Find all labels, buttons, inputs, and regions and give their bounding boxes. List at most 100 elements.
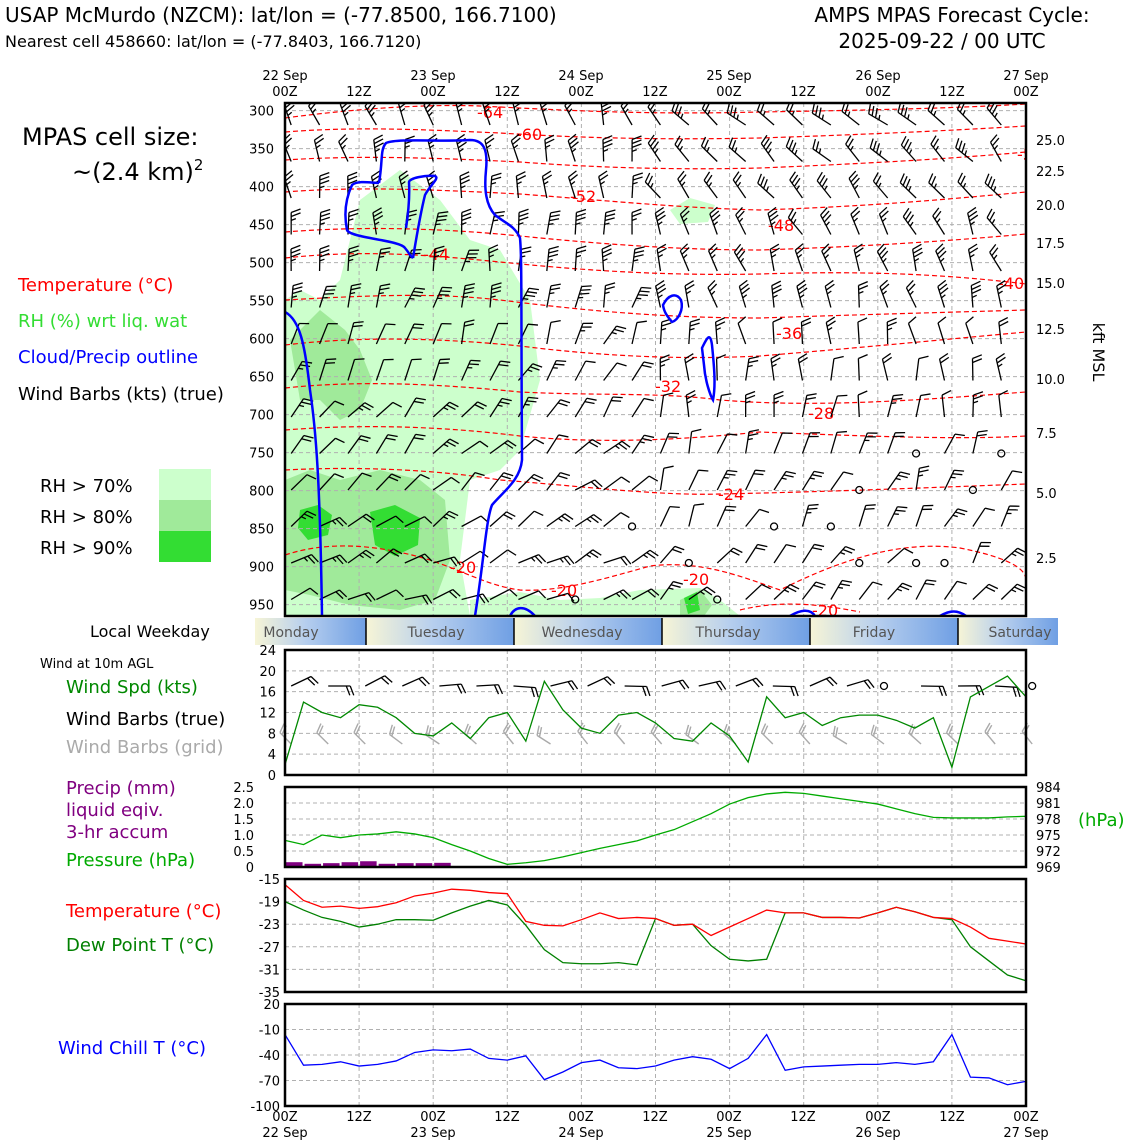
temperature-labels: -64 -60 -56 -52 -48 -44 -40 -36 -32 -28 … [423, 103, 1026, 616]
wind-barb-flag [961, 142, 966, 153]
wind-barb-flag [763, 138, 770, 148]
wind-barb [432, 476, 452, 491]
wind-barb-flag [301, 438, 312, 442]
wind-barb-flag [290, 248, 301, 254]
wind-barb-flag [513, 103, 522, 109]
wind-barb-flag [579, 292, 590, 295]
wind-barb [631, 475, 650, 491]
wind-barb-flag [679, 206, 689, 215]
wind-barb-flag [557, 402, 568, 407]
wind-barb-flag [656, 243, 667, 250]
wind-barb-flag [591, 438, 602, 445]
wind-barb-flag [631, 208, 642, 214]
wind-barb-flag [769, 214, 779, 222]
wind-barb-flag [986, 208, 993, 219]
wind-barb-flag [368, 104, 376, 114]
wind-barb-flag [903, 547, 914, 554]
wind-barb-flag [518, 208, 529, 214]
precip-bar [360, 861, 377, 867]
wind-barb-flag [913, 251, 923, 258]
wind-barb-flag [445, 513, 456, 519]
wind-barb-flag [657, 221, 663, 226]
legend-precip-sub2: 3-hr accum [66, 822, 168, 843]
surface-barb-flag [678, 680, 686, 690]
wind-barb-flag [550, 319, 561, 324]
wind-barb-flag [624, 555, 632, 565]
wind-barb-flag [734, 174, 742, 184]
wind-barb-flag [900, 471, 911, 476]
grid-barb-flag [355, 725, 361, 736]
wind-barb-flag [815, 141, 820, 152]
wind-barb-flag [685, 357, 695, 364]
wind-barb-flag [952, 473, 963, 476]
wind-barb-flag [871, 105, 875, 116]
surface-barb-flag [571, 680, 579, 690]
cross-section-frame [283, 101, 1028, 618]
wind-barb-flag [733, 107, 737, 118]
wind-barb-flag [858, 281, 868, 287]
wind-barb-flag [761, 583, 771, 590]
calm-circle [879, 681, 889, 691]
wind-barb-flag [319, 258, 325, 262]
height-tick: 7.5 [1036, 427, 1057, 442]
wind-barb-flag [794, 243, 804, 251]
wind-barb-flag [684, 353, 694, 360]
wind-barb-flag [1014, 550, 1024, 557]
wind-barb-flag [534, 555, 543, 564]
wind-barb-flag [705, 174, 713, 184]
precip-bar [341, 862, 359, 867]
wind-barb-flag [887, 327, 893, 331]
pressure-tick: 500 [249, 257, 274, 272]
bottom-time-axis: 00Z 12Z 00Z 12Z 00Z 12Z 00Z 12Z 00Z 12Z … [262, 1110, 1048, 1140]
wind-barb-flag [997, 283, 1007, 291]
calm-circle [826, 522, 836, 531]
wind-barb-flag [864, 507, 875, 510]
hour-label: 00Z [865, 1110, 891, 1125]
wind-barb-flag [619, 591, 628, 599]
wind-barb [716, 433, 728, 454]
wind-barb-flag [987, 176, 993, 186]
grid-barb-flag [504, 724, 511, 735]
wind-barb-flag [811, 474, 822, 478]
hour-label: 00Z [272, 85, 298, 100]
wind-barb-flag [647, 590, 656, 598]
wind-barb-flag [733, 243, 742, 253]
surface-barb-flag [349, 685, 355, 696]
grid-barb-flag [578, 724, 586, 735]
wind-barb-flag [286, 180, 291, 186]
wind-barb-flag [824, 185, 828, 191]
wind-barb-flag [875, 143, 881, 154]
wind-barb-flag [448, 510, 459, 517]
wind-barb-flag [902, 207, 910, 217]
temp-contour [285, 331, 1026, 359]
wind-barb-flag [602, 248, 612, 254]
height-tick: 25.0 [1036, 134, 1065, 149]
wind-barb-flag [464, 283, 476, 287]
wind-speed-line [284, 675, 1027, 770]
wind-y-tick: 8 [268, 727, 276, 742]
grid-barb-flag [872, 726, 877, 737]
wind-barb-flag [362, 515, 372, 523]
wind-barb-flag [652, 141, 660, 151]
precip-frame [283, 785, 1028, 869]
wind-barb-flag [712, 214, 721, 222]
wind-barb-flag [798, 356, 808, 364]
wind-barb-flag [748, 356, 759, 360]
precip-bar [323, 863, 340, 867]
wind-barb-flag [420, 473, 430, 480]
wind-barb-flag [429, 144, 435, 149]
wind-barb-flag [957, 172, 964, 183]
cell-size-value: ~(2.4 km)2 [72, 156, 203, 186]
wind-barb-flag [887, 321, 897, 327]
wind-barb-flag [663, 465, 674, 469]
wind-barb-flag [350, 287, 361, 291]
precip-y-tick: 2.5 [233, 781, 254, 796]
wind-barb-flag [285, 174, 294, 182]
wind-barb-flag [395, 515, 404, 524]
wind-barb-flag [569, 174, 579, 182]
wind-barb-flag [461, 208, 472, 214]
wind-barb-flag [999, 320, 1009, 327]
wind-barb-flag [912, 247, 923, 254]
windchill-y-tick: 20 [263, 998, 280, 1013]
date-label: 26 Sep [855, 69, 900, 84]
